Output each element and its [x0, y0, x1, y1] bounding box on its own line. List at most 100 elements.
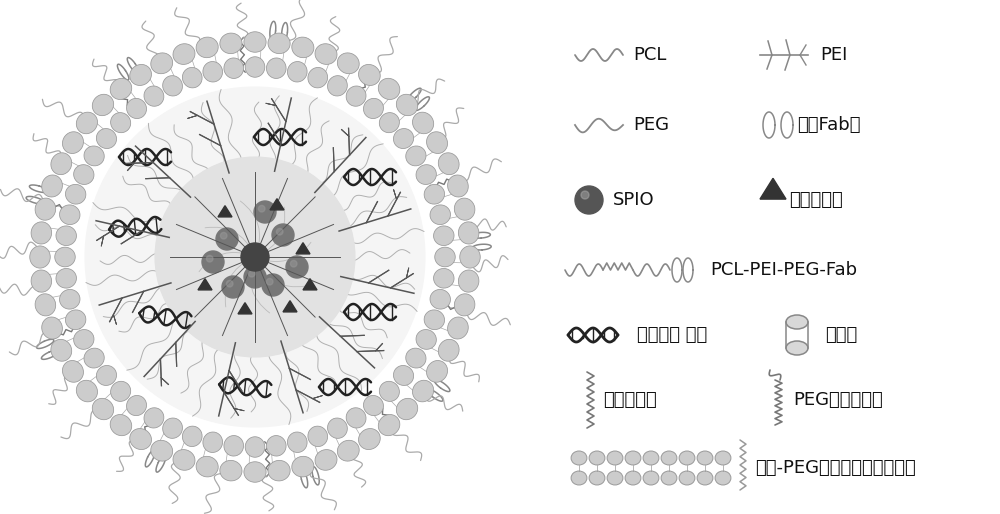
Text: SPIO: SPIO	[613, 191, 655, 209]
Ellipse shape	[448, 175, 468, 197]
Circle shape	[241, 243, 269, 271]
Ellipse shape	[92, 94, 114, 116]
Ellipse shape	[458, 270, 479, 292]
Ellipse shape	[35, 198, 56, 220]
Ellipse shape	[65, 310, 86, 329]
Polygon shape	[218, 206, 232, 217]
Polygon shape	[270, 199, 284, 210]
Ellipse shape	[406, 146, 426, 166]
Ellipse shape	[60, 205, 80, 225]
Ellipse shape	[424, 185, 445, 204]
Ellipse shape	[416, 164, 436, 185]
Ellipse shape	[196, 37, 218, 58]
Ellipse shape	[51, 339, 72, 361]
Circle shape	[244, 266, 266, 288]
Circle shape	[155, 157, 355, 357]
Circle shape	[248, 270, 255, 277]
Ellipse shape	[268, 461, 290, 481]
Ellipse shape	[363, 395, 383, 416]
Ellipse shape	[196, 456, 218, 477]
Ellipse shape	[127, 395, 147, 416]
Polygon shape	[760, 178, 786, 199]
Ellipse shape	[76, 112, 97, 134]
Ellipse shape	[84, 348, 104, 368]
Ellipse shape	[111, 381, 131, 401]
Ellipse shape	[266, 58, 286, 79]
Circle shape	[206, 255, 213, 262]
Ellipse shape	[435, 247, 455, 267]
Ellipse shape	[144, 408, 164, 428]
Ellipse shape	[393, 365, 414, 386]
Ellipse shape	[571, 451, 587, 465]
Ellipse shape	[30, 246, 50, 268]
Ellipse shape	[346, 408, 366, 428]
Ellipse shape	[697, 471, 713, 485]
Ellipse shape	[715, 471, 731, 485]
Circle shape	[262, 274, 284, 296]
Ellipse shape	[163, 418, 182, 438]
Ellipse shape	[74, 329, 94, 350]
Ellipse shape	[111, 113, 131, 133]
Ellipse shape	[359, 64, 380, 85]
Ellipse shape	[31, 270, 52, 292]
Ellipse shape	[96, 365, 117, 386]
Ellipse shape	[430, 205, 450, 225]
Text: PEG修饰的多肽: PEG修饰的多肽	[793, 391, 883, 409]
Ellipse shape	[203, 62, 223, 82]
Circle shape	[85, 87, 425, 427]
Polygon shape	[198, 279, 212, 290]
Ellipse shape	[110, 78, 132, 100]
Ellipse shape	[607, 451, 623, 465]
Circle shape	[226, 281, 233, 287]
Ellipse shape	[679, 451, 695, 465]
Ellipse shape	[266, 435, 286, 456]
Ellipse shape	[244, 462, 266, 482]
Ellipse shape	[151, 53, 173, 74]
Text: PCL-PEI-PEG-Fab: PCL-PEI-PEG-Fab	[710, 261, 857, 279]
Ellipse shape	[151, 440, 173, 461]
Ellipse shape	[42, 175, 62, 197]
Ellipse shape	[220, 33, 242, 53]
Text: 小分子药物: 小分子药物	[789, 191, 843, 209]
Ellipse shape	[182, 67, 202, 88]
Ellipse shape	[679, 471, 695, 485]
Ellipse shape	[173, 44, 195, 64]
Ellipse shape	[379, 381, 399, 401]
Ellipse shape	[203, 432, 223, 452]
Ellipse shape	[224, 435, 244, 456]
Ellipse shape	[42, 317, 62, 339]
Ellipse shape	[308, 426, 328, 447]
Ellipse shape	[110, 414, 132, 436]
Ellipse shape	[127, 98, 147, 119]
Text: 基因药物 核酸: 基因药物 核酸	[637, 326, 707, 344]
Ellipse shape	[454, 294, 475, 316]
Polygon shape	[283, 301, 297, 312]
Circle shape	[258, 206, 265, 212]
Ellipse shape	[220, 461, 242, 481]
Ellipse shape	[393, 128, 414, 149]
Text: 多肽-PEG修饰的脂质双分子膜: 多肽-PEG修饰的脂质双分子膜	[755, 459, 916, 477]
Ellipse shape	[643, 451, 659, 465]
Ellipse shape	[697, 451, 713, 465]
Ellipse shape	[625, 451, 641, 465]
Ellipse shape	[337, 53, 359, 74]
Ellipse shape	[315, 44, 337, 64]
Ellipse shape	[458, 222, 479, 244]
Polygon shape	[238, 303, 252, 314]
Ellipse shape	[346, 86, 366, 106]
Circle shape	[276, 228, 283, 235]
Ellipse shape	[430, 289, 450, 309]
Ellipse shape	[786, 341, 808, 355]
Ellipse shape	[416, 329, 436, 350]
Ellipse shape	[589, 451, 605, 465]
Ellipse shape	[427, 360, 448, 382]
Ellipse shape	[378, 78, 400, 100]
Circle shape	[575, 186, 603, 214]
Ellipse shape	[643, 471, 659, 485]
Ellipse shape	[245, 57, 265, 77]
Ellipse shape	[62, 360, 83, 382]
Ellipse shape	[182, 426, 202, 447]
Ellipse shape	[589, 471, 605, 485]
Ellipse shape	[173, 450, 195, 470]
Ellipse shape	[715, 451, 731, 465]
